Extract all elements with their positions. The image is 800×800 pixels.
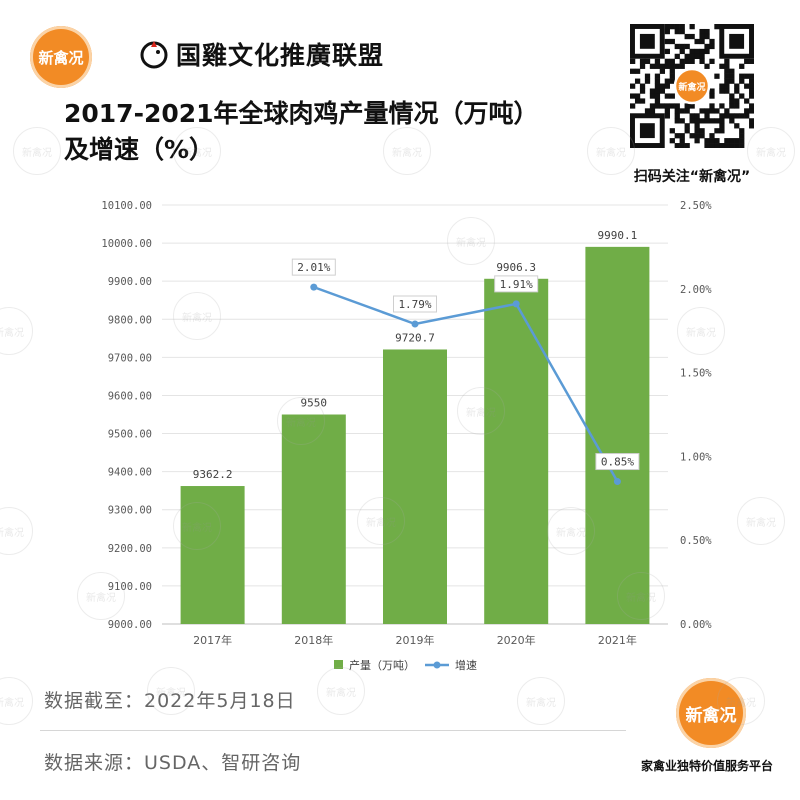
left-axis: 9000.00 9100.00 9200.00 9300.00 9400.00 9500.… [101,200,152,631]
bar [383,349,447,624]
rate-value-label: 1.79% [398,298,431,311]
rate-value-label: 0.85% [601,456,634,469]
bar-value-label: 9720.7 [395,331,435,344]
bar [180,486,245,624]
bar-value-label: 9550 [301,397,328,410]
rate-value-label: 1.91% [500,278,533,291]
footer-badge: 新禽况 [676,678,746,748]
right-tick-label: 0.50% [680,535,712,547]
chart-legend: 产量（万吨） 增速 [334,658,477,672]
qr-center-text: 新禽况 [678,81,705,93]
rate-label-box [494,275,539,293]
category-label: 2018年 [294,633,333,647]
bar [281,414,346,624]
rate-point [613,478,621,486]
bar-value-label: 9906.3 [496,261,536,274]
left-tick-label: 9900.00 [108,276,152,288]
right-tick-label: 0.00% [680,619,712,631]
chart-title-line2: 及增速（%） [64,135,215,164]
right-tick-label: 1.50% [680,368,712,380]
right-axis: 0.00% 0.50% 1.00% 1.50% 2.00% 2.50% [680,200,712,631]
rate-point [411,320,419,328]
qr-center-badge [673,67,711,105]
rooster-icon [140,41,168,69]
rate-label-box [393,295,437,313]
legend-swatch-bar [334,660,343,669]
left-tick-label: 9300.00 [108,505,152,517]
watermark: 新禽况 [0,677,33,725]
rate-point [512,300,520,308]
legend-swatch-point [433,661,441,669]
watermark: 新禽况 [517,677,565,725]
rate-line [313,285,619,483]
category-label: 2017年 [193,633,232,647]
legend-label: 产量（万吨） [349,658,415,672]
rate-point [310,283,318,291]
watermark: 新禽况 [13,127,61,175]
footer-divider [40,730,626,731]
category-label: 2020年 [497,633,536,647]
left-tick-label: 9500.00 [108,429,152,441]
right-tick-label: 1.00% [680,451,712,463]
logo-badge: 新禽况 [30,26,92,88]
left-tick-label: 10000.00 [101,238,152,250]
bar [585,246,650,624]
right-tick-label: 2.00% [680,284,712,296]
rate-series: 2.01% 1.79% 1.91% 0.85% [291,258,640,486]
chart: 9000.00 9100.00 9200.00 9300.00 9400.00 9500.… [101,200,712,672]
partner-name: 国雞文化推廣联盟 [176,41,385,70]
bar-value-label: 9362.2 [193,468,233,481]
left-tick-label: 9000.00 [108,619,152,631]
chart-title-line1: 2017-2021年全球肉鸡产量情况（万吨） [64,99,539,128]
partner-logo: 国雞文化推廣联盟 [138,36,384,72]
category-axis: 2017年 2018年 2019年 2020年 2021年 [193,633,637,647]
left-tick-label: 9400.00 [108,467,152,479]
bar-value-label: 9990.1 [598,229,638,242]
left-tick-label: 9600.00 [108,390,152,402]
left-tick-label: 9700.00 [108,352,152,364]
left-tick-label: 9100.00 [108,581,152,593]
chart-title: 2017-2021年全球肉鸡产量情况（万吨） 及增速（%） [64,96,624,168]
bar [484,278,549,624]
left-tick-label: 9200.00 [108,543,152,555]
qr-caption: 扫码关注“新禽况” [633,169,751,185]
rate-label-box [291,258,336,276]
left-tick-label: 9800.00 [108,314,152,326]
category-label: 2019年 [396,633,435,647]
rate-value-label: 2.01% [297,261,330,274]
rate-label-box [595,453,640,471]
left-tick-label: 10100.00 [101,200,152,212]
legend-label: 增速 [455,658,477,672]
qr-code[interactable]: 新禽况 [630,24,754,148]
bar-series: 9362.2 9550 9720.7 9906.3 9990.1 [180,229,650,624]
data-date: 数据截至：2022年5月18日 [44,690,296,712]
right-tick-label: 2.50% [680,200,712,212]
platform-tagline: 家禽业独特价值服务平台 [640,759,773,773]
category-label: 2021年 [598,633,637,647]
data-source: 数据来源：USDA、智研咨询 [44,752,302,774]
